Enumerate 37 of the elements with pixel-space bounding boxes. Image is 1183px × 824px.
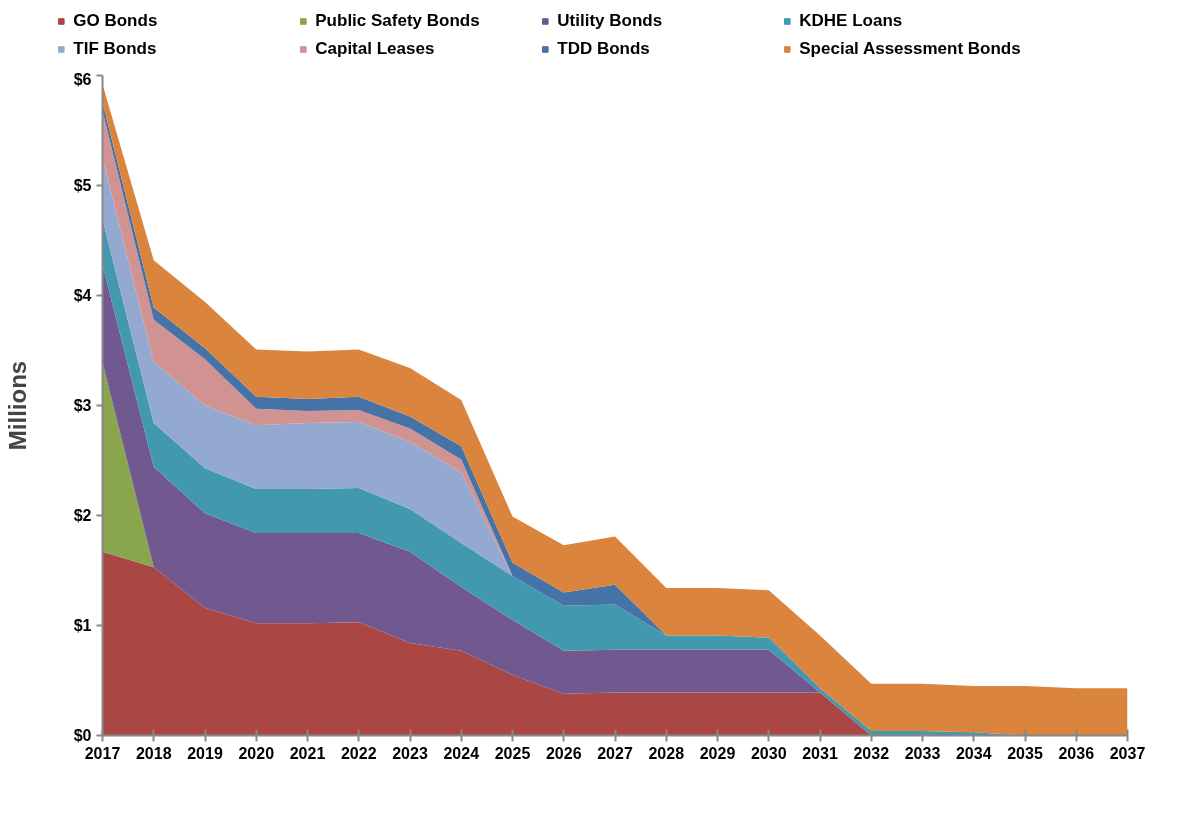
legend-label: Special Assessment Bonds <box>799 39 1021 59</box>
legend-label: Utility Bonds <box>557 11 664 31</box>
x-tick-label: 2027 <box>597 744 633 762</box>
x-tick-label: 2034 <box>955 744 992 762</box>
x-tick-label: 2025 <box>494 744 531 762</box>
y-tick-label: $4 <box>73 287 92 304</box>
legend-label: TIF Bonds <box>73 39 158 59</box>
y-axis-title: Millions <box>3 360 31 451</box>
y-tick-label: $2 <box>73 507 92 524</box>
x-tick-label: 2022 <box>340 744 377 762</box>
x-tick-label: 2024 <box>443 744 480 762</box>
y-tick-label: $5 <box>73 177 92 194</box>
y-tick-label: $6 <box>73 70 92 88</box>
x-tick-label: 2020 <box>238 744 275 762</box>
x-tick-label: 2032 <box>853 744 890 762</box>
x-tick-label: 2023 <box>392 744 428 762</box>
x-tick-label: 2035 <box>1007 744 1043 762</box>
legend-label: KDHE Loans <box>799 11 904 31</box>
x-tick-label: 2029 <box>699 744 736 762</box>
x-tick-label: 2021 <box>289 744 326 762</box>
x-tick-label: 2033 <box>904 744 941 762</box>
x-tick-label: 2017 <box>84 744 121 762</box>
y-tick-label: $3 <box>73 397 92 414</box>
x-tick-label: 2037 <box>1109 744 1146 762</box>
legend-label: Public Safety Bonds <box>315 11 481 31</box>
legend-label: GO Bonds <box>73 11 159 31</box>
y-tick-label: $0 <box>73 727 92 744</box>
x-tick-label: 2028 <box>648 744 685 762</box>
x-tick-label: 2030 <box>750 744 787 762</box>
legend-label: TDD Bonds <box>557 39 651 59</box>
x-tick-label: 2031 <box>802 744 838 762</box>
x-tick-label: 2036 <box>1058 744 1095 762</box>
x-tick-label: 2026 <box>545 744 582 762</box>
y-tick-label: $1 <box>73 617 92 634</box>
x-tick-label: 2019 <box>187 744 223 762</box>
x-tick-label: 2018 <box>135 744 172 762</box>
legend-label: Capital Leases <box>315 39 436 59</box>
